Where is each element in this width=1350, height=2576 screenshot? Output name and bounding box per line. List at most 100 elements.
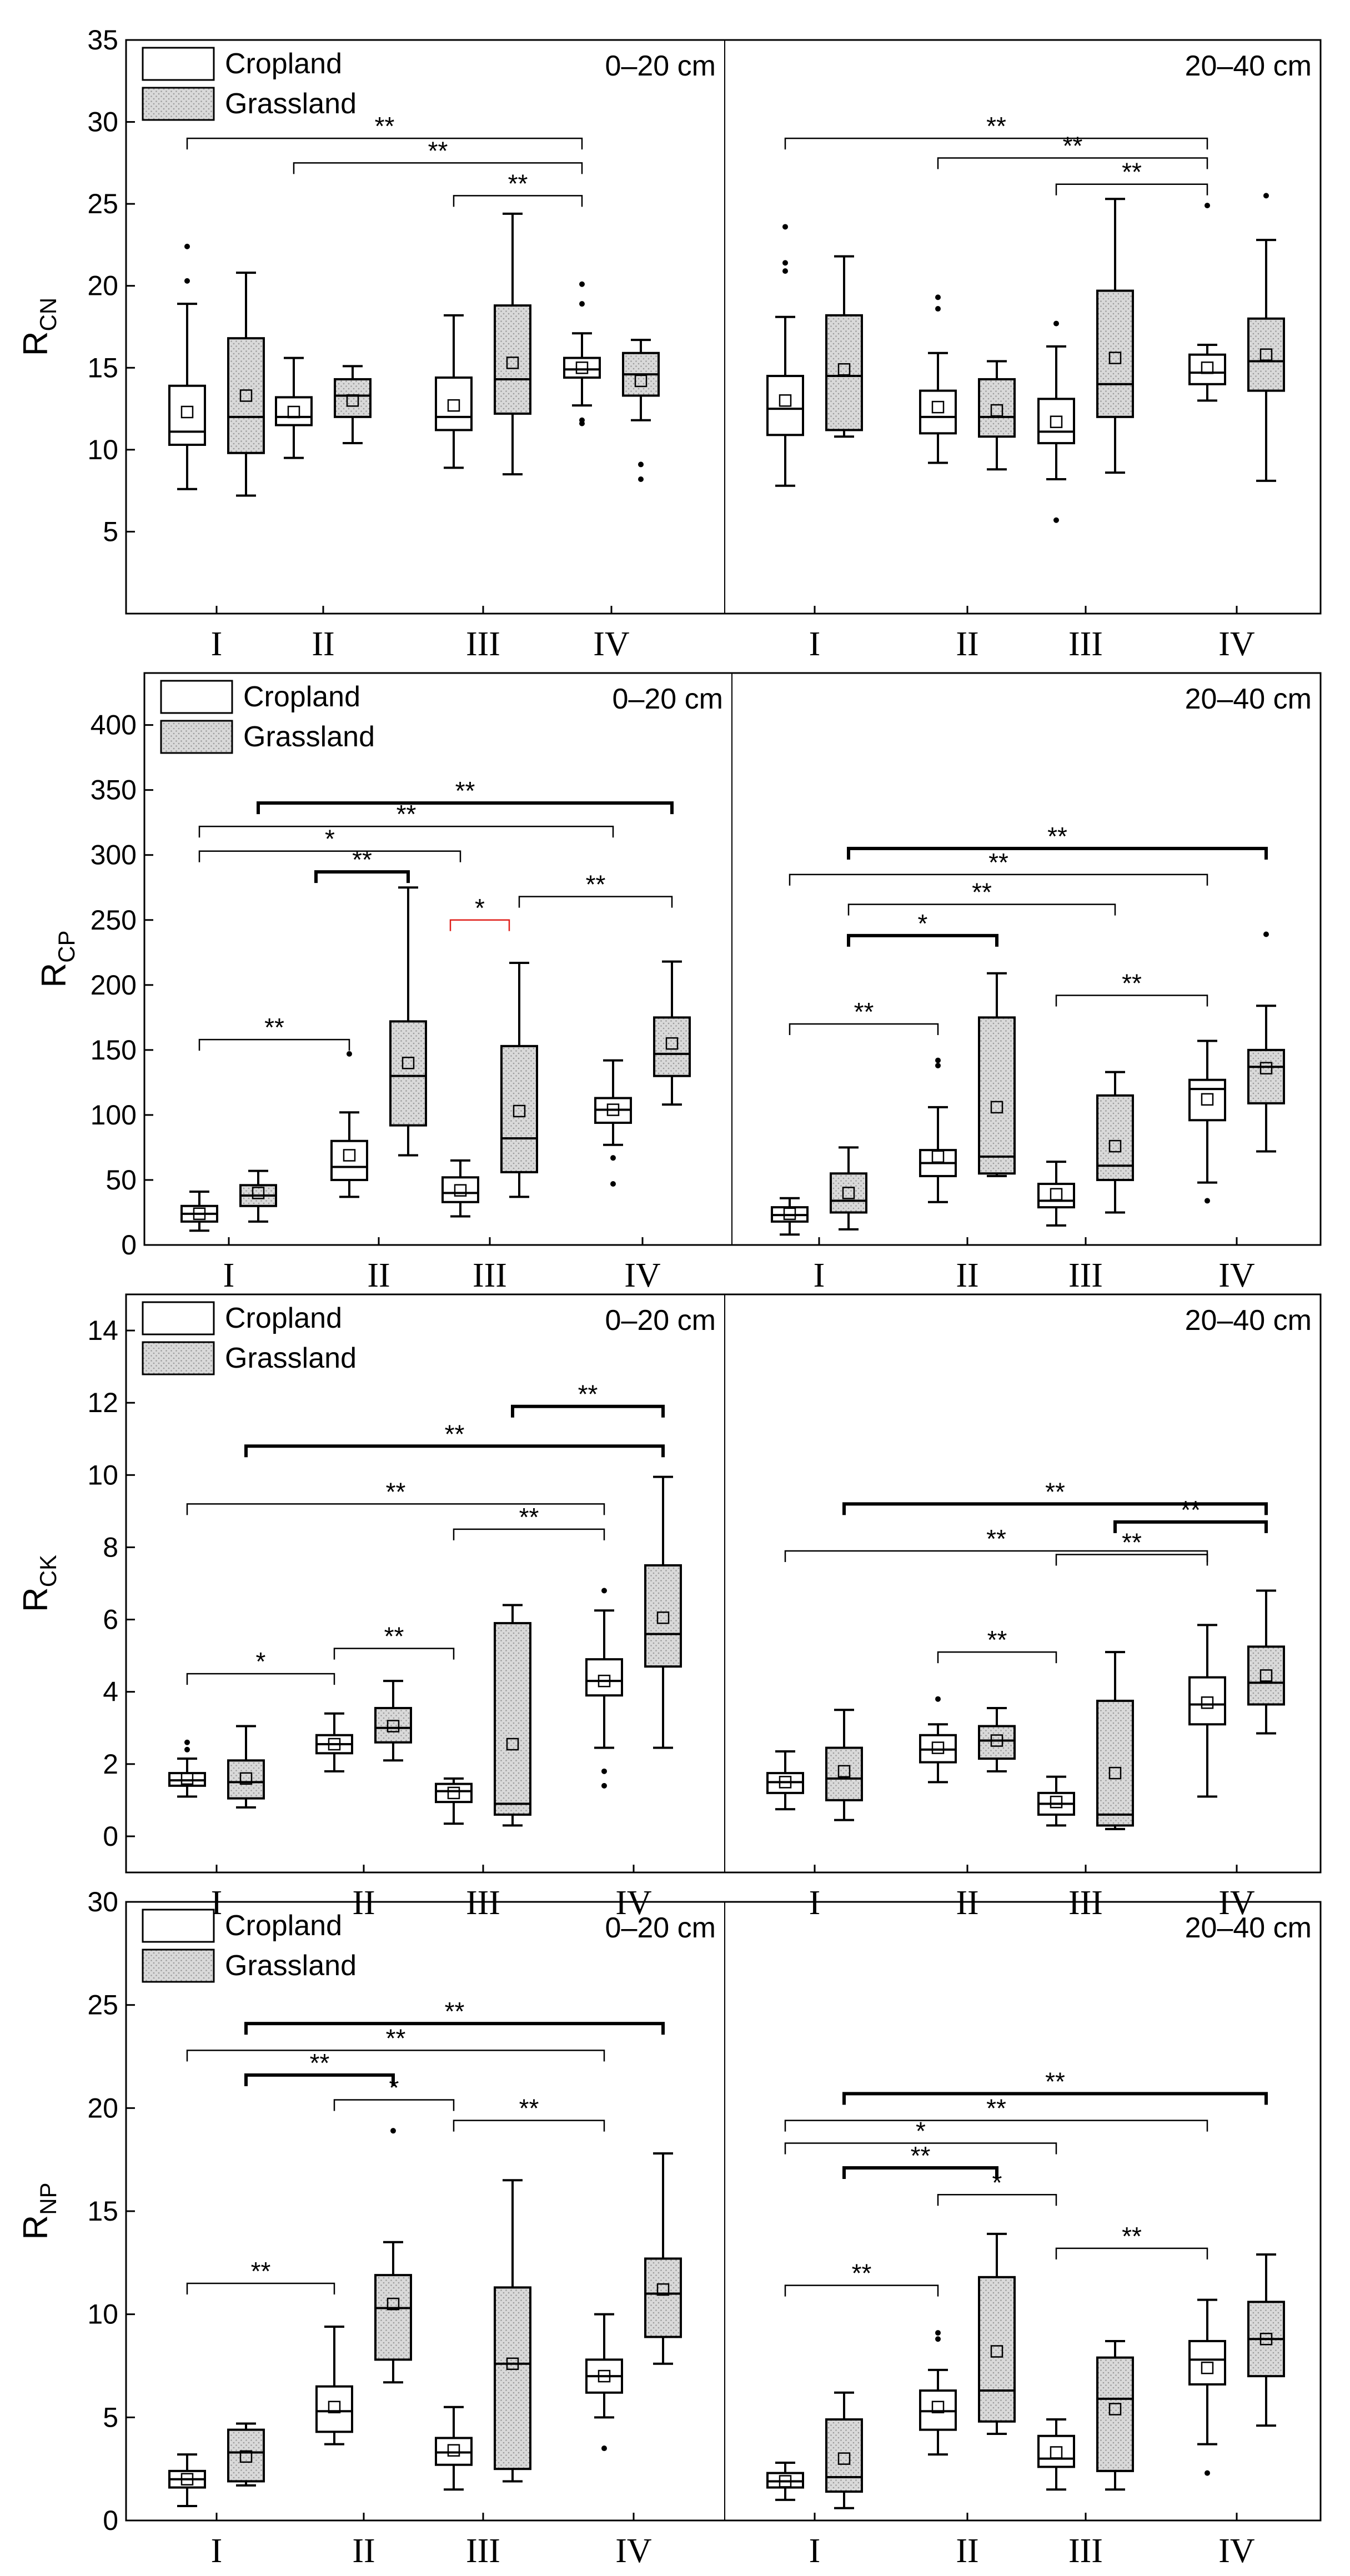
bracket-label: ** xyxy=(986,2094,1006,2123)
box-iqr xyxy=(644,1564,682,1668)
box-iqr xyxy=(1188,1078,1226,1122)
bracket-line xyxy=(518,896,673,908)
box-grassland xyxy=(334,365,372,445)
y-tick-label: 150 xyxy=(91,1035,137,1066)
significance-bracket: ** xyxy=(186,112,583,150)
mean-marker xyxy=(1201,361,1214,374)
y-axis: 0 50 100 150 200 250 300 350 400 xyxy=(91,710,153,1261)
x-category-label: I xyxy=(211,625,223,663)
mean-marker xyxy=(506,1738,519,1751)
box-iqr xyxy=(978,1725,1016,1760)
bracket-label: ** xyxy=(375,112,395,140)
box-grassland xyxy=(830,1146,867,1231)
outlier-point xyxy=(610,1155,616,1161)
mean-marker xyxy=(779,1776,792,1789)
outlier-point xyxy=(782,260,788,266)
bracket-label: * xyxy=(918,909,928,938)
bracket-line xyxy=(784,1550,1208,1562)
mean-marker xyxy=(239,389,253,402)
box-cropland xyxy=(585,2313,623,2452)
box-iqr xyxy=(644,2257,682,2338)
y-tick-label: 15 xyxy=(87,352,118,383)
mean-marker xyxy=(1201,1696,1214,1709)
bracket-label: * xyxy=(325,825,335,853)
legend-label-grassland: Grassland xyxy=(225,88,357,120)
outlier-point xyxy=(935,1062,941,1068)
significance-bracket: ** xyxy=(186,1477,605,1515)
box-grassland xyxy=(1096,1071,1134,1214)
mean-marker xyxy=(180,1772,194,1785)
bracket-label: ** xyxy=(428,136,448,165)
mean-marker xyxy=(665,1037,679,1050)
bracket-line xyxy=(784,2120,1208,2132)
box-iqr xyxy=(978,2276,1016,2423)
significance-bracket: * xyxy=(449,893,510,931)
mean-marker xyxy=(287,405,300,419)
legend-label-cropland: Cropland xyxy=(225,48,342,80)
x-category-label: I xyxy=(809,625,821,663)
bracket-label: ** xyxy=(1045,1477,1065,1506)
mean-marker xyxy=(931,2401,945,2414)
outlier-point xyxy=(347,1051,352,1057)
mean-marker xyxy=(990,1101,1003,1114)
box-iqr xyxy=(830,1172,867,1214)
box-iqr xyxy=(1188,1676,1226,1726)
bracket-line xyxy=(449,919,510,931)
mean-marker xyxy=(656,2283,670,2296)
plot-frame xyxy=(125,1293,1322,1874)
significance-bracket: ** xyxy=(186,2257,335,2294)
mean-marker xyxy=(634,374,648,388)
outlier-point xyxy=(638,476,644,482)
plot-frame xyxy=(125,1901,1322,2522)
x-category-label: III xyxy=(473,1257,507,1294)
mean-marker xyxy=(575,361,589,374)
x-category-label: IV xyxy=(624,1257,661,1294)
bracket-line xyxy=(244,2073,395,2086)
outlier-point xyxy=(638,461,644,468)
box-iqr xyxy=(1096,1699,1134,1827)
x-category-label: III xyxy=(466,2532,500,2570)
box-cropland xyxy=(315,2325,353,2446)
box-grassland xyxy=(644,2152,682,2365)
y-axis-label-sub: NP xyxy=(35,2182,61,2215)
box-cropland xyxy=(435,2406,473,2491)
significance-bracket: * xyxy=(784,2116,1057,2155)
bracket-line xyxy=(333,1648,455,1660)
mean-marker xyxy=(1050,1795,1063,1809)
significance-bracket: ** xyxy=(244,1419,665,1458)
mean-marker xyxy=(346,394,359,407)
box-grassland xyxy=(389,886,427,1157)
box-grassland xyxy=(978,2232,1016,2436)
box-iqr xyxy=(435,376,473,431)
y-axis-label: RCN xyxy=(17,298,61,356)
box-iqr xyxy=(500,1045,538,1173)
y-axis-label: RCP xyxy=(35,930,79,987)
bracket-line xyxy=(1055,183,1208,195)
box-iqr xyxy=(441,1176,479,1203)
outlier-point xyxy=(1053,517,1059,523)
outlier-point xyxy=(579,417,585,423)
bracket-label: ** xyxy=(519,2094,539,2123)
bracket-label: ** xyxy=(445,1997,465,2026)
legend: Cropland Grassland xyxy=(142,1909,357,1983)
y-axis-label-main: R xyxy=(17,1587,55,1612)
bracket-label: ** xyxy=(1181,1495,1201,1524)
bracket-label: ** xyxy=(972,878,992,907)
significance-bracket: ** xyxy=(198,1013,350,1051)
bracket-label: ** xyxy=(455,776,475,805)
legend-label-cropland: Cropland xyxy=(225,1302,342,1334)
depth-label: 0–20 cm xyxy=(605,1304,716,1337)
box-cropland xyxy=(585,1588,623,1789)
outlier-point xyxy=(601,1768,607,1774)
depth-label: 0–20 cm xyxy=(613,683,723,715)
box-cropland xyxy=(1188,1040,1226,1204)
y-tick-label: 50 xyxy=(106,1164,137,1196)
outlier-point xyxy=(1053,320,1059,327)
x-category-label: II xyxy=(956,1884,978,1922)
box-iqr xyxy=(978,1016,1016,1175)
box-iqr xyxy=(494,304,531,415)
box-cropland xyxy=(1188,2298,1226,2476)
box-grassland xyxy=(622,339,660,482)
